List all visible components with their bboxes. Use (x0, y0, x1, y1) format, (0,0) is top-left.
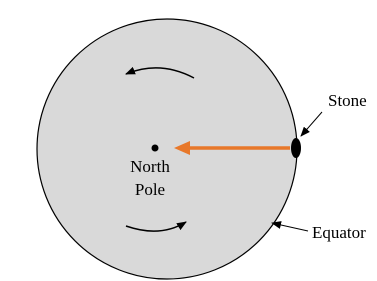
pole-dot (152, 145, 159, 152)
stone (291, 138, 301, 158)
page: Stone North Pole Equator (() => { const … (0, 0, 377, 281)
pole-label: North (130, 157, 170, 176)
equator-pointer (272, 223, 308, 231)
equator-label: Equator (312, 223, 366, 242)
stone-label: Stone (328, 91, 367, 110)
pole-label: Pole (135, 180, 165, 199)
diagram: Stone North Pole Equator (0, 0, 377, 281)
stone-pointer (301, 112, 322, 136)
